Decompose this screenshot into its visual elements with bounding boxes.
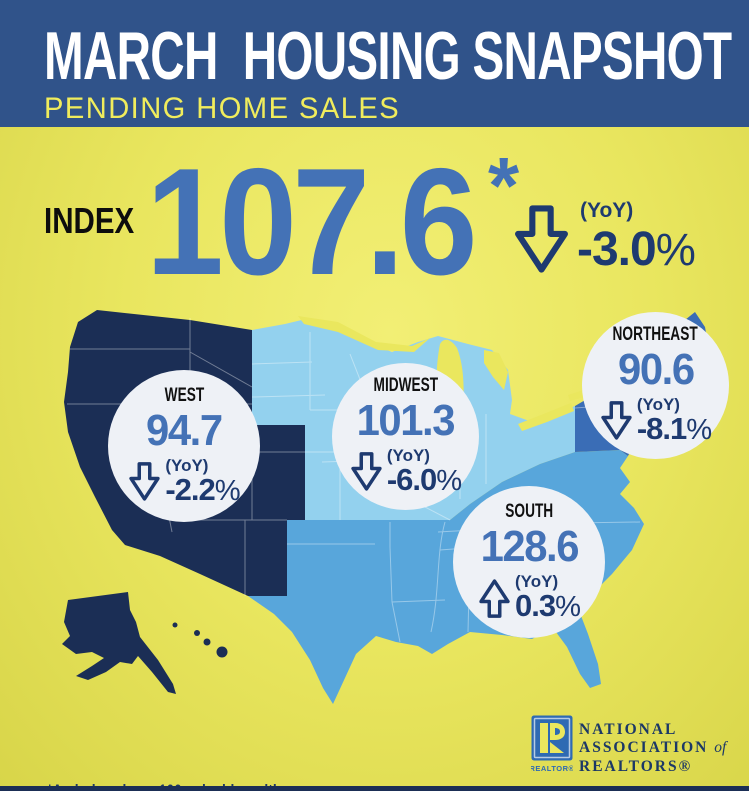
org-line2: ASSOCIATION of	[579, 739, 726, 757]
region-yoy-label: (YoY)	[636, 395, 680, 415]
region-yoy-number: -6.0	[386, 462, 437, 498]
region-yoy-number: 0.3	[514, 587, 556, 623]
region-index-value: 128.6	[480, 521, 579, 571]
index-yoy-value: -3.0%	[577, 223, 696, 276]
org-line2-caps: ASSOCIATION	[579, 739, 715, 757]
footnote: *An index above 100 coincides with a his…	[47, 729, 345, 791]
index-yoy-number: -3.0	[577, 223, 657, 276]
region-index-value: 94.7	[146, 405, 223, 455]
region-name: WEST	[164, 384, 204, 406]
region-yoy-label: (YoY)	[165, 455, 209, 475]
region-index-value: 101.3	[356, 396, 456, 446]
down-arrow-icon	[129, 461, 161, 501]
index-yoy-label: (YoY)	[580, 199, 634, 222]
realtor-r-glyph	[540, 723, 565, 753]
hawaii-island	[216, 646, 228, 658]
region-index-value: 90.6	[617, 345, 695, 395]
region-name: NORTHEAST	[612, 324, 699, 346]
org-line3: REALTORS®	[579, 757, 693, 775]
region-yoy-number: -2.2	[165, 471, 215, 507]
lake-erie-shape	[518, 403, 574, 431]
region-yoy-label: (YoY)	[514, 571, 559, 591]
region-name: MIDWEST	[373, 375, 438, 397]
region-yoy-value: -6.0%	[386, 462, 462, 498]
lake-superior-shape	[298, 316, 430, 352]
lake-huron-shape	[484, 350, 508, 390]
hawaii-island	[172, 622, 178, 628]
page-subtitle: PENDING HOME SALES	[44, 92, 401, 125]
realtor-mark-text: REALTOR®	[531, 764, 573, 773]
index-asterisk: *	[488, 141, 520, 230]
region-percent-sign: %	[214, 474, 241, 507]
region-bubble-northeast: NORTHEAST 90.6 (YoY) -8.1%	[582, 312, 729, 459]
index-value: 107.6	[146, 137, 478, 307]
region-percent-sign: %	[436, 465, 462, 498]
region-percent-sign: %	[686, 414, 712, 447]
page-title: MARCH HOUSING SNAPSHOT	[44, 18, 732, 94]
region-name: SOUTH	[505, 500, 553, 522]
region-percent-sign: %	[555, 590, 581, 623]
region-yoy-number: -8.1	[636, 411, 687, 447]
region-bubble-west: WEST 94.7 (YoY) -2.2%	[108, 370, 260, 522]
hawaii-island	[194, 630, 200, 636]
region-yoy-value: 0.3%	[514, 587, 581, 623]
org-line2-of: of	[714, 739, 727, 757]
region-yoy-value: -8.1%	[636, 411, 712, 447]
index-percent-sign: %	[655, 224, 696, 275]
org-line1: NATIONAL	[579, 721, 678, 738]
region-yoy-label: (YoY)	[386, 446, 430, 466]
header-banner: MARCH HOUSING SNAPSHOT PENDING HOME SALE…	[0, 0, 749, 127]
nar-realtor-logo: REALTOR®	[531, 715, 573, 773]
hawaii-islands	[172, 622, 228, 658]
region-bubble-midwest: MIDWEST 101.3 (YoY) -6.0%	[332, 363, 479, 510]
nar-org-name: NATIONAL ASSOCIATION of REALTORS®	[579, 721, 726, 776]
alaska-shape	[62, 592, 176, 694]
index-label: INDEX	[44, 200, 135, 241]
up-arrow-icon	[479, 578, 510, 618]
down-arrow-icon	[351, 452, 382, 491]
hawaii-island	[203, 638, 211, 646]
region-yoy-value: -2.2%	[165, 471, 241, 507]
bottom-accent-strip	[0, 786, 749, 791]
down-arrow-icon	[513, 203, 570, 277]
region-bubble-south: SOUTH 128.6 (YoY) 0.3%	[453, 486, 605, 638]
down-arrow-icon	[601, 401, 632, 440]
